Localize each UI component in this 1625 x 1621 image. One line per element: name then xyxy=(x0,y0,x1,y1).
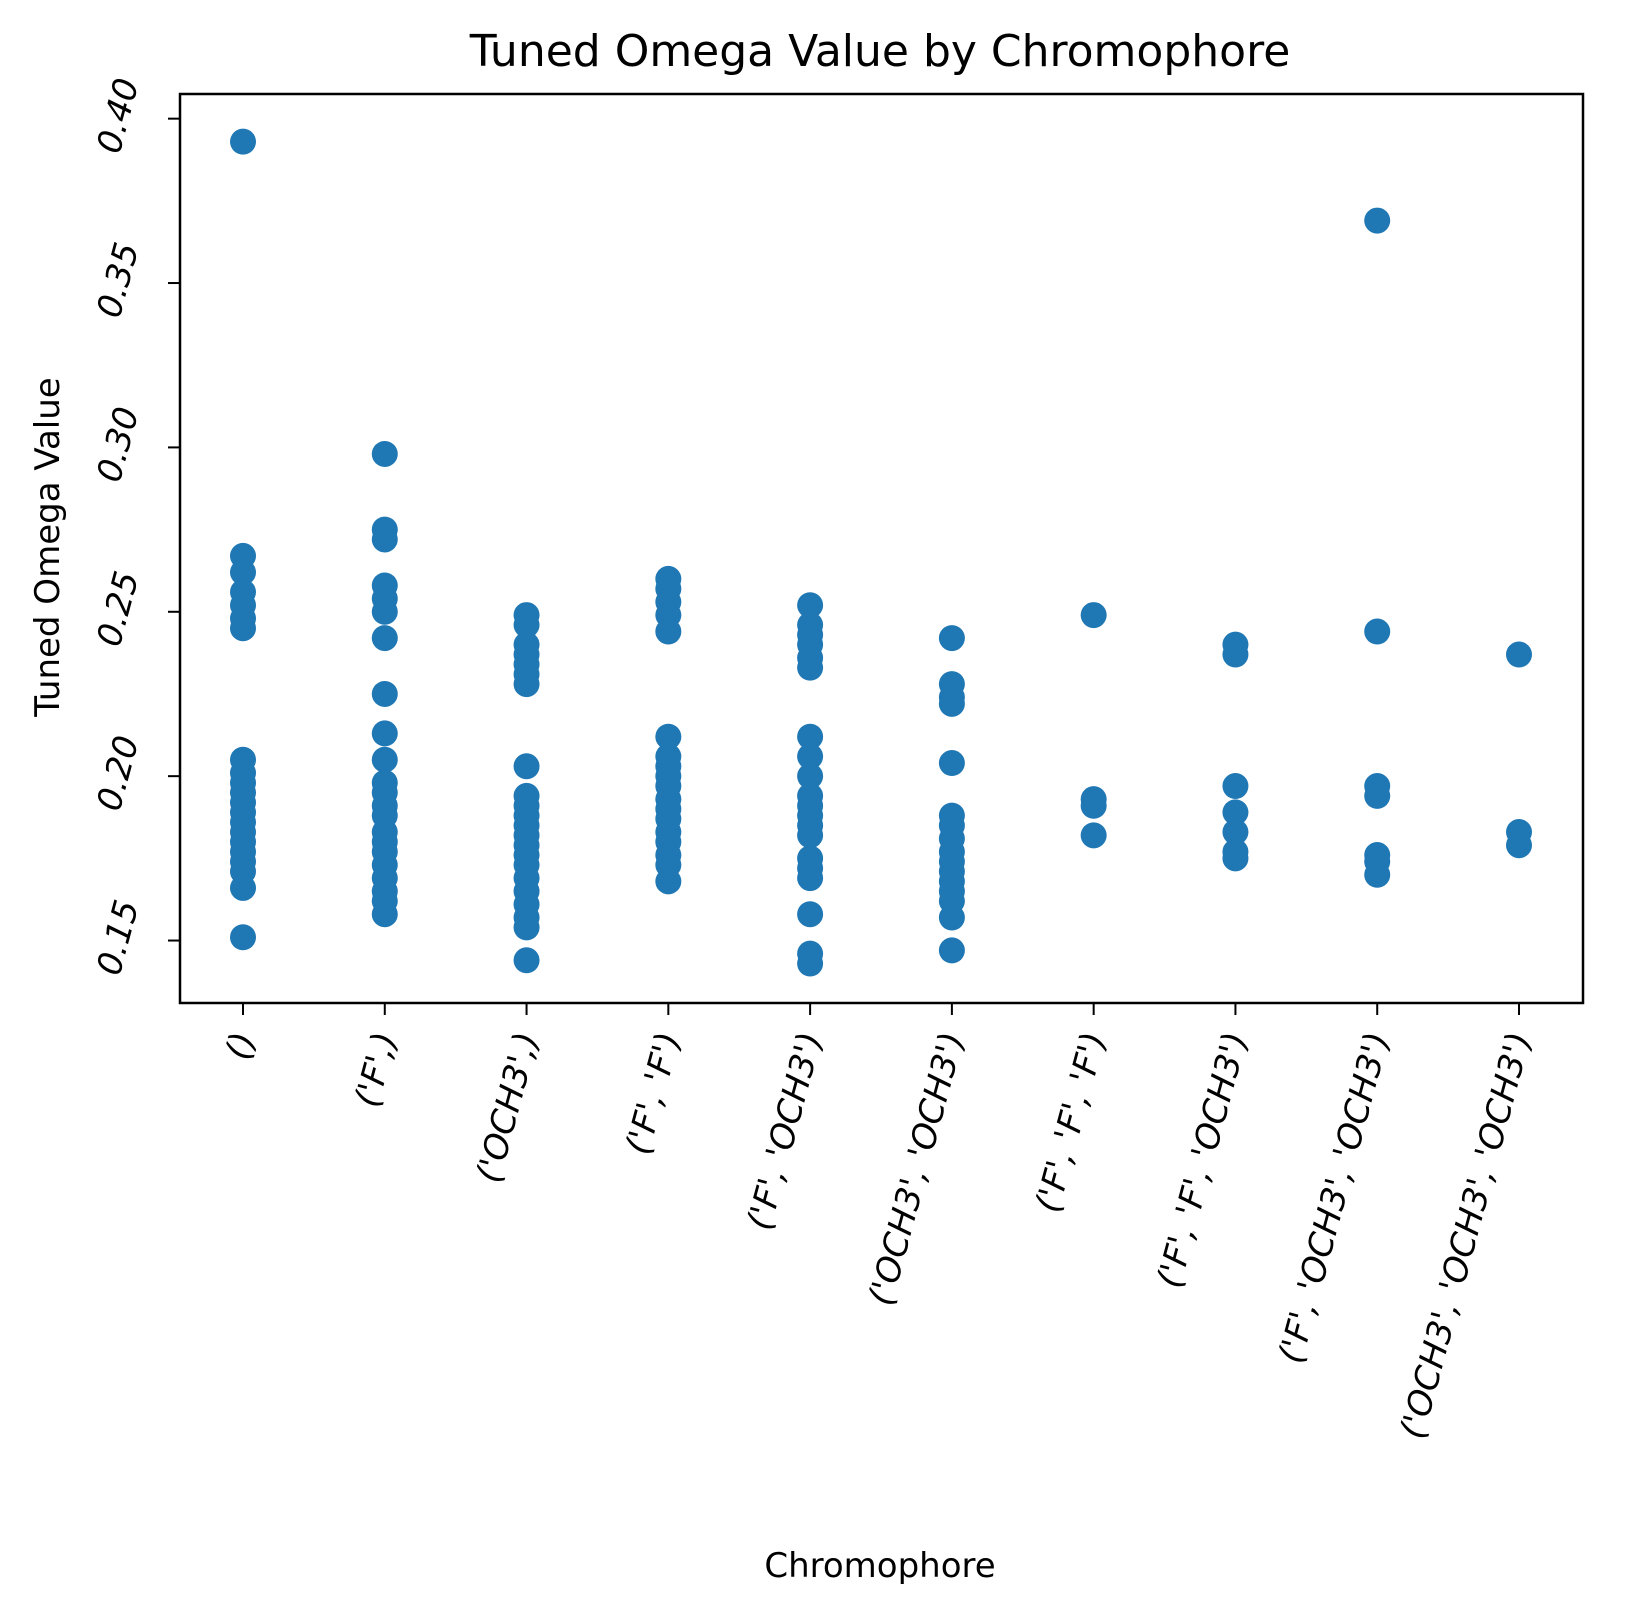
data-point xyxy=(797,723,824,750)
x-tick-label: ('F', 'F', 'OCH3') xyxy=(1150,1028,1257,1292)
data-point xyxy=(1364,207,1391,234)
data-point xyxy=(797,654,824,681)
x-axis: () ('F',) ('OCH3',) ('F', 'F') ('F', 'OCH3')… xyxy=(218,1003,1540,1443)
data-point xyxy=(797,743,824,770)
data-point xyxy=(1222,799,1249,826)
data-point xyxy=(513,611,540,638)
data-point xyxy=(371,440,398,467)
data-point xyxy=(513,947,540,974)
data-point xyxy=(230,874,256,901)
data-point xyxy=(1364,618,1391,645)
data-point xyxy=(1364,782,1391,809)
data-point xyxy=(371,625,398,652)
x-tick-label: ('F', 'OCH3', 'OCH3') xyxy=(1271,1028,1398,1368)
x-tick-label: ('OCH3',) xyxy=(469,1028,547,1187)
y-tick-label: 0.30 xyxy=(89,403,147,486)
x-tick-label: ('OCH3', 'OCH3', 'OCH3') xyxy=(1393,1028,1540,1443)
data-point xyxy=(938,937,965,964)
data-point xyxy=(513,753,540,780)
y-tick-label: 0.40 xyxy=(89,74,147,157)
data-point xyxy=(938,625,965,652)
data-point xyxy=(230,559,256,586)
data-point xyxy=(1222,819,1249,846)
data-point xyxy=(1222,773,1249,800)
data-point xyxy=(938,904,965,931)
x-tick-label: ('F', 'F', 'F') xyxy=(1028,1028,1114,1217)
data-point xyxy=(371,901,398,928)
data-point xyxy=(655,723,682,750)
data-point xyxy=(1080,822,1107,849)
data-point xyxy=(371,746,398,773)
data-point xyxy=(797,592,824,619)
data-point xyxy=(655,868,682,895)
data-point xyxy=(1080,602,1107,629)
x-tick-label: ('F',) xyxy=(347,1028,405,1111)
data-point xyxy=(371,598,398,625)
data-point xyxy=(797,763,824,790)
data-point xyxy=(797,822,824,849)
x-tick-label: ('OCH3', 'OCH3') xyxy=(861,1028,972,1310)
data-point xyxy=(797,865,824,892)
y-axis-label: Tuned Omega Value xyxy=(28,377,68,717)
y-tick-label: 0.35 xyxy=(89,238,147,321)
x-tick-label: ('F', 'F') xyxy=(618,1028,689,1159)
data-point xyxy=(1222,845,1249,872)
x-axis-label: Chromophore xyxy=(764,1546,995,1586)
y-tick-label: 0.20 xyxy=(89,732,147,815)
data-point xyxy=(230,615,256,642)
data-point xyxy=(371,720,398,747)
data-point xyxy=(938,690,965,717)
chart-title: Tuned Omega Value by Chromophore xyxy=(469,26,1291,77)
data-point xyxy=(1080,792,1107,819)
data-point xyxy=(230,128,256,155)
data-point xyxy=(513,914,540,941)
data-point xyxy=(655,618,682,645)
x-tick-label: () xyxy=(218,1028,264,1064)
plot-area xyxy=(230,128,1532,977)
data-point xyxy=(797,950,824,977)
plot-frame xyxy=(178,92,1585,1005)
y-axis: 0.15 0.20 0.25 0.30 0.35 0.40 xyxy=(89,74,180,979)
data-point xyxy=(513,671,540,698)
data-point xyxy=(1364,861,1391,888)
data-point xyxy=(1222,641,1249,668)
x-tick-label: ('F', 'OCH3') xyxy=(740,1028,831,1234)
data-point xyxy=(797,901,824,928)
data-point xyxy=(938,750,965,777)
y-tick-label: 0.25 xyxy=(89,567,147,650)
data-point xyxy=(371,680,398,707)
data-point xyxy=(230,924,256,951)
data-point xyxy=(1506,832,1532,859)
data-point xyxy=(1506,641,1532,668)
data-point xyxy=(371,526,398,553)
y-tick-label: 0.15 xyxy=(89,896,147,979)
